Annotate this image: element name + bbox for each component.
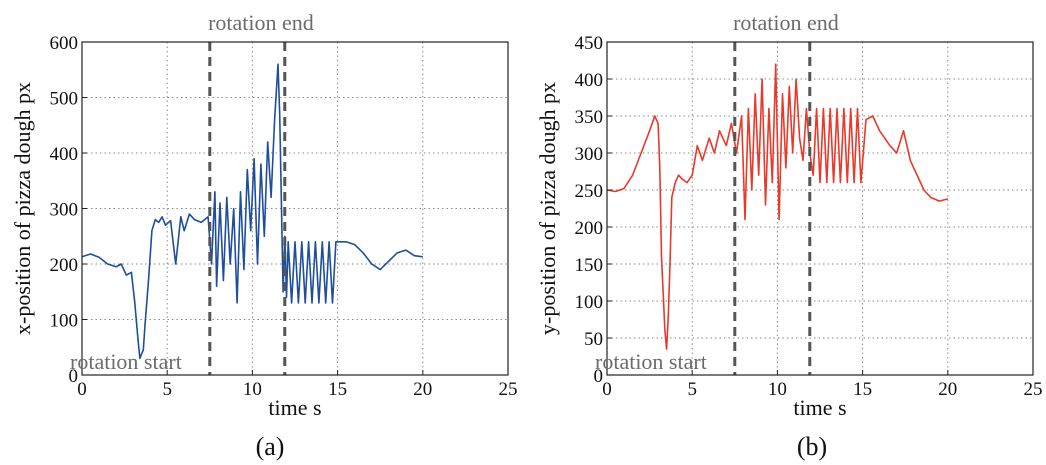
y-tick-label: 600 — [50, 33, 79, 54]
rotation-end-annotation: rotation end — [733, 10, 839, 35]
x-tick-label: 25 — [1024, 379, 1043, 400]
x-tick-label: 0 — [77, 379, 87, 400]
y-tick-label: 400 — [575, 70, 604, 91]
x-tick-label: 0 — [602, 379, 612, 400]
y-tick-label: 0 — [69, 366, 79, 387]
x-axis-label: time s — [268, 395, 321, 420]
plot-panel-b: 0 5 10 15 20 25050100150200250300350400450tim… — [535, 10, 1043, 461]
panel-caption: (a) — [256, 432, 285, 461]
x-tick-label: 5 — [162, 379, 172, 400]
y-tick-label: 400 — [50, 144, 79, 165]
y-tick-label: 300 — [575, 144, 604, 165]
x-tick-label: 5 — [687, 379, 697, 400]
y-tick-label: 100 — [50, 311, 79, 332]
x-axis-label: time s — [793, 395, 846, 420]
x-tick-label: 10 — [768, 379, 787, 400]
data-series-line — [81, 63, 423, 360]
y-tick-label: 300 — [50, 200, 79, 221]
plot-panel-a: 0 5 10 15 20 25 0 100 200 300 400 500 600 time s x-pos… — [10, 10, 518, 461]
x-tick-label: 15 — [853, 379, 872, 400]
y-tick-label: 200 — [50, 255, 79, 276]
y-axis-label: y-position of pizza dough px — [535, 82, 560, 335]
y-tick-label: 500 — [50, 89, 79, 110]
y-axis-label: x-position of pizza dough px — [10, 82, 35, 335]
y-tick-label: 50 — [584, 329, 603, 350]
x-tick-label: 10 — [243, 379, 262, 400]
rotation-end-annotation: rotation end — [208, 10, 314, 35]
x-tick-label: 20 — [938, 379, 957, 400]
y-tick-label: 0 — [594, 366, 604, 387]
panel-caption: (b) — [797, 432, 827, 461]
y-tick-label: 450 — [575, 33, 604, 54]
data-series-line — [606, 63, 949, 350]
axes-frame — [606, 41, 1034, 376]
y-tick-label: 150 — [575, 255, 604, 276]
y-tick-label: 350 — [575, 107, 604, 128]
rotation-start-annotation: rotation start — [70, 349, 182, 374]
y-tick-label: 250 — [575, 181, 604, 202]
y-tick-label: 100 — [575, 292, 604, 313]
x-tick-label: 25 — [499, 379, 518, 400]
rotation-start-annotation: rotation start — [595, 349, 707, 374]
x-tick-label: 15 — [328, 379, 347, 400]
x-tick-label: 20 — [413, 379, 432, 400]
y-tick-label: 200 — [575, 218, 604, 239]
